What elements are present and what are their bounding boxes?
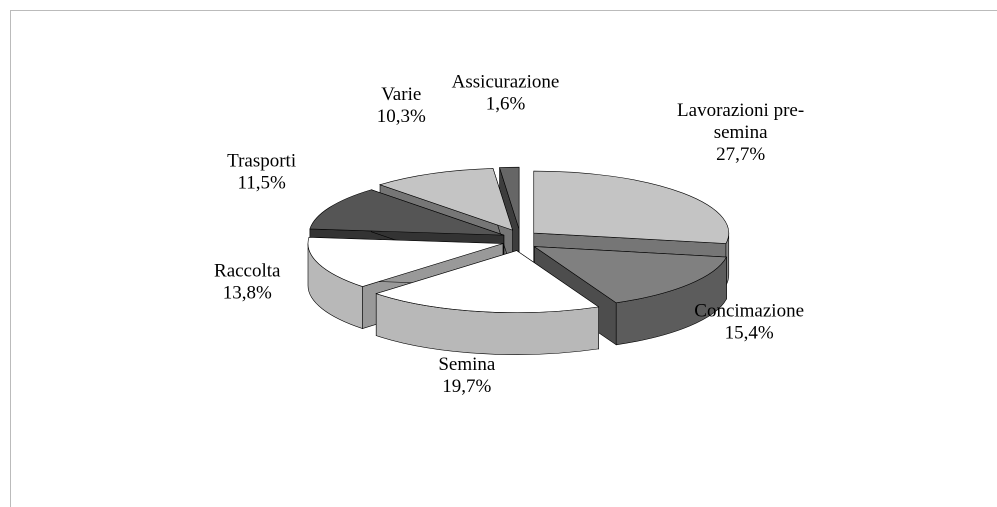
slice-label: Concimazione: [694, 301, 804, 322]
slice-label-line: Lavorazioni pre-: [677, 100, 804, 121]
slice-label: Trasporti: [227, 150, 296, 171]
slice-top: [533, 246, 727, 304]
slice-value-label: 13,8%: [223, 283, 272, 304]
slice-top: [379, 168, 514, 231]
slice-value-label: 27,7%: [716, 144, 765, 165]
slice-top: [309, 189, 504, 236]
slice-value-label: 1,6%: [486, 94, 526, 115]
slice: [375, 250, 600, 355]
slice-top: [499, 166, 520, 230]
slice-label: Semina: [438, 354, 496, 375]
slice-label-line: semina: [714, 122, 768, 143]
slice-label-line: Trasporti: [227, 150, 296, 171]
slice-label: Lavorazioni pre-semina: [677, 100, 804, 143]
slice-value-label: 10,3%: [377, 106, 426, 127]
slice-value-label: 19,7%: [442, 376, 491, 397]
slice-label-line: Raccolta: [214, 261, 281, 282]
slice-label-line: Assicurazione: [452, 72, 560, 93]
slice-label: Assicurazione: [452, 72, 560, 93]
slice-label-line: Varie: [381, 84, 421, 105]
slice-value-label: 11,5%: [237, 172, 286, 193]
slice-top: [375, 250, 600, 313]
slice-top: [533, 170, 730, 244]
slice-label: Raccolta: [214, 261, 281, 282]
slice-label-line: Concimazione: [694, 301, 804, 322]
slice-label: Varie: [381, 84, 421, 105]
slice-label-line: Semina: [438, 354, 496, 375]
slice-value-label: 15,4%: [725, 323, 774, 344]
slice-top: [307, 237, 504, 287]
